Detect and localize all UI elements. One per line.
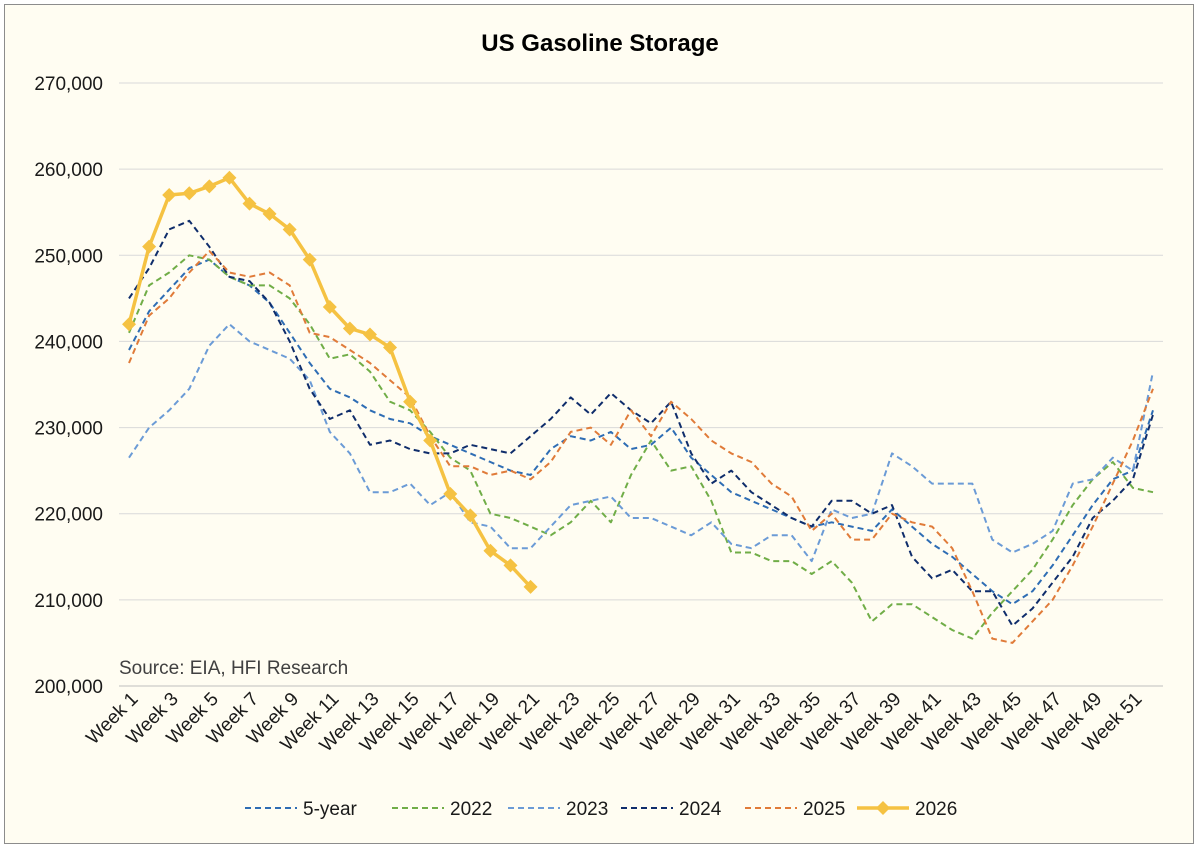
legend-label-2026: 2026 — [915, 799, 957, 820]
y-tick-label: 260,000 — [34, 160, 103, 181]
data-point-2026 — [403, 394, 418, 409]
legend-label-2023: 2023 — [566, 799, 608, 820]
y-tick-label: 210,000 — [34, 591, 103, 612]
series-lines — [122, 170, 1154, 644]
data-point-2026 — [362, 327, 377, 342]
y-tick-label: 220,000 — [34, 505, 103, 526]
data-point-2026 — [222, 170, 237, 185]
data-point-2026 — [242, 196, 257, 211]
data-point-2026 — [483, 543, 498, 558]
data-point-2026 — [282, 222, 297, 237]
y-tick-label: 240,000 — [34, 332, 103, 353]
series-line-2026 — [127, 176, 532, 589]
legend-label-2025: 2025 — [803, 799, 845, 820]
data-point-2026 — [383, 340, 398, 355]
legend-marker-2026 — [876, 801, 890, 815]
data-point-2026 — [262, 206, 277, 221]
legend-label-2024: 2024 — [679, 799, 722, 820]
gridlines — [119, 82, 1163, 601]
y-tick-label: 200,000 — [34, 677, 103, 698]
data-point-2026 — [202, 179, 217, 194]
series-line-2022 — [128, 254, 1154, 640]
data-point-2026 — [443, 486, 458, 501]
data-point-2026 — [523, 579, 538, 594]
y-tick-label: 250,000 — [34, 246, 103, 267]
y-axis-ticks: 200,000 210,000 220,000 230,000 240,000 250,0… — [34, 74, 103, 698]
legend: 5-year 2022 2023 2024 2025 2026 — [245, 799, 957, 820]
chart-title: US Gasoline Storage — [481, 30, 718, 57]
legend-label-5-year: 5-year — [303, 799, 358, 820]
data-point-2026 — [463, 508, 478, 523]
y-tick-label: 230,000 — [34, 419, 103, 440]
series-line-2025 — [128, 250, 1154, 644]
data-point-2026 — [322, 299, 337, 314]
data-point-2026 — [302, 252, 317, 267]
legend-label-2022: 2022 — [450, 799, 492, 820]
series-line-2024 — [128, 219, 1154, 627]
source-note: Source: EIA, HFI Research — [119, 658, 348, 679]
chart-svg: US Gasoline Storage 200,000 210,000 220,00… — [34, 30, 1163, 820]
series-line-5-year — [128, 258, 1154, 606]
data-point-2026 — [342, 321, 357, 336]
data-point-2026 — [142, 239, 157, 254]
data-point-2026 — [122, 317, 137, 332]
data-point-2026 — [503, 558, 518, 573]
chart-frame: US Gasoline Storage 200,000 210,000 220,00… — [4, 4, 1194, 844]
data-point-2026 — [182, 186, 197, 201]
data-point-2026 — [162, 187, 177, 202]
y-tick-label: 270,000 — [34, 74, 103, 95]
series-line-2023 — [128, 323, 1154, 563]
data-point-2026 — [423, 433, 438, 448]
